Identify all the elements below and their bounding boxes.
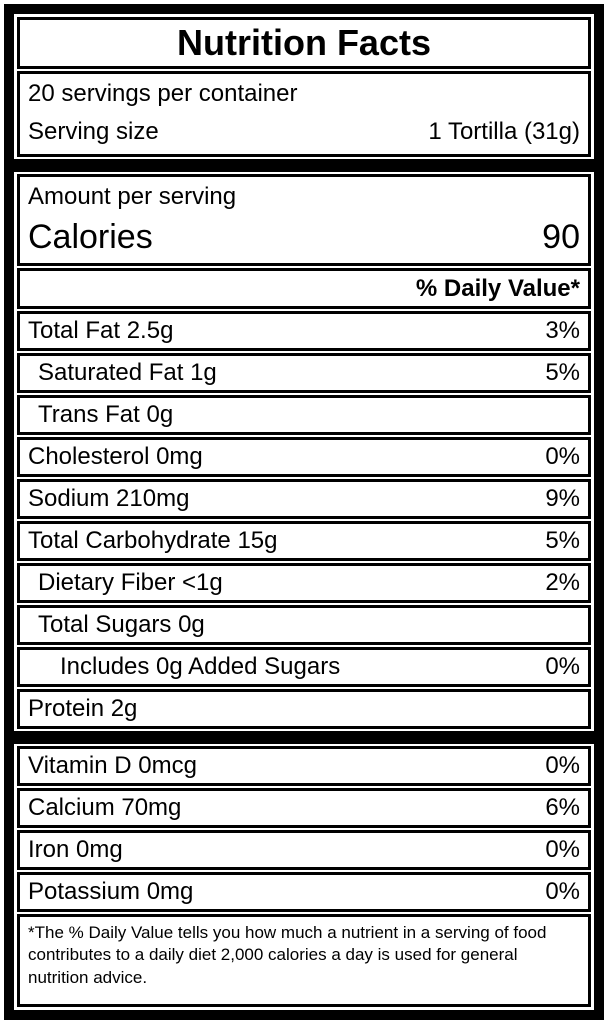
nutrient-row-trans-fat: Trans Fat 0g xyxy=(17,395,591,435)
serving-size-label: Serving size xyxy=(28,118,159,145)
serving-size-value: 1 Tortilla (31g) xyxy=(428,118,580,145)
daily-value-header-box: % Daily Value* xyxy=(17,268,591,309)
nutrient-row-total-fat: Total Fat 2.5g 3% xyxy=(17,311,591,351)
nutrient-row-protein: Protein 2g xyxy=(17,689,591,729)
nutrient-row-total-sugars: Total Sugars 0g xyxy=(17,605,591,645)
nutrient-name: Saturated Fat 1g xyxy=(38,359,217,386)
serving-size-row: Serving size 1 Tortilla (31g) xyxy=(28,118,580,146)
nutrient-row-dietary-fiber: Dietary Fiber <1g 2% xyxy=(17,563,591,603)
vitamin-row-potassium: Potassium 0mg 0% xyxy=(17,872,591,912)
nutrient-name: Protein 2g xyxy=(28,695,138,722)
calories-value: 90 xyxy=(542,218,580,256)
vitamin-row-calcium: Calcium 70mg 6% xyxy=(17,788,591,828)
vitamin-name: Calcium 70mg xyxy=(28,794,182,821)
nutrient-name: Cholesterol 0mg xyxy=(28,443,203,470)
vitamin-dv: 6% xyxy=(545,794,580,821)
nutrient-dv: 9% xyxy=(545,485,580,512)
servings-per-container: 20 servings per container xyxy=(28,80,298,107)
vitamin-name: Vitamin D 0mcg xyxy=(28,752,197,779)
nutrient-name: Total Fat 2.5g xyxy=(28,317,174,344)
nutrient-dv: 2% xyxy=(545,569,580,596)
nutrient-name: Total Carbohydrate 15g xyxy=(28,527,278,554)
vitamin-dv: 0% xyxy=(545,836,580,863)
nutrient-dv: 5% xyxy=(545,359,580,386)
vitamin-row-vitamin-d: Vitamin D 0mcg 0% xyxy=(17,746,591,786)
vitamin-dv: 0% xyxy=(545,752,580,779)
calories-label: Calories xyxy=(28,218,153,256)
nutrient-dv: 3% xyxy=(545,317,580,344)
section-separator xyxy=(14,731,594,744)
amount-per-serving-label: Amount per serving xyxy=(28,183,237,210)
nutrient-dv: 5% xyxy=(545,527,580,554)
calories-box: Amount per serving Calories 90 xyxy=(17,174,591,266)
daily-value-header: % Daily Value* xyxy=(415,274,580,302)
section-separator xyxy=(14,159,594,172)
nutrient-name: Trans Fat 0g xyxy=(38,401,174,428)
nutrient-row-cholesterol: Cholesterol 0mg 0% xyxy=(17,437,591,477)
nutrient-row-saturated-fat: Saturated Fat 1g 5% xyxy=(17,353,591,393)
nutrient-name: Sodium 210mg xyxy=(28,485,190,512)
nutrition-facts-label: Nutrition Facts 20 servings per containe… xyxy=(4,4,604,1020)
vitamin-name: Potassium 0mg xyxy=(28,878,194,905)
nutrient-name: Total Sugars 0g xyxy=(38,611,205,638)
nutrient-dv: 0% xyxy=(545,443,580,470)
footnote-box: *The % Daily Value tells you how much a … xyxy=(17,914,591,1007)
calories-row: Calories 90 xyxy=(28,218,580,257)
nutrient-name: Includes 0g Added Sugars xyxy=(60,653,341,680)
footnote-text: *The % Daily Value tells you how much a … xyxy=(28,923,547,987)
label-title: Nutrition Facts xyxy=(176,22,431,63)
nutrient-row-total-carbohydrate: Total Carbohydrate 15g 5% xyxy=(17,521,591,561)
vitamin-row-iron: Iron 0mg 0% xyxy=(17,830,591,870)
vitamin-name: Iron 0mg xyxy=(28,836,123,863)
nutrient-row-sodium: Sodium 210mg 9% xyxy=(17,479,591,519)
serving-info-box: 20 servings per container Serving size 1… xyxy=(17,71,591,157)
nutrient-row-added-sugars: Includes 0g Added Sugars 0% xyxy=(17,647,591,687)
vitamin-dv: 0% xyxy=(545,878,580,905)
nutrient-name: Dietary Fiber <1g xyxy=(38,569,223,596)
nutrient-dv: 0% xyxy=(545,653,580,680)
title-box: Nutrition Facts xyxy=(17,17,591,69)
